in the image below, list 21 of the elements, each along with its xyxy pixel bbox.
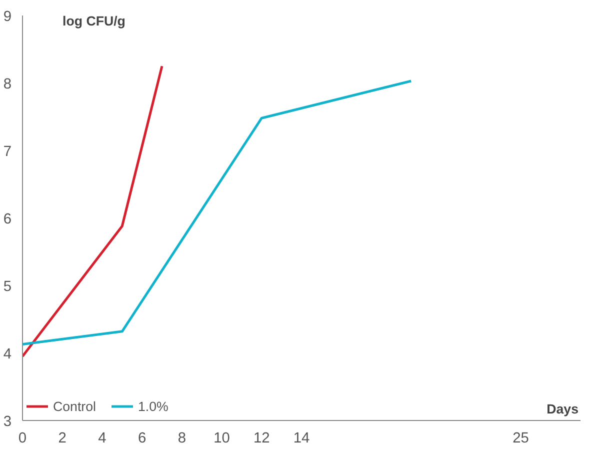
x-tick-label: 12 (253, 430, 270, 446)
y-tick-label: 8 (3, 76, 12, 92)
x-tick-label: 10 (214, 430, 230, 446)
y-tick-label: 6 (3, 212, 12, 228)
x-tick-label: 25 (512, 430, 529, 446)
x-tick-label: 6 (138, 430, 146, 446)
y-axis-title: log CFU/g (62, 14, 126, 28)
y-tick-label: 3 (3, 414, 12, 430)
y-tick-label: 7 (3, 144, 12, 160)
y-tick-label: 9 (3, 9, 12, 25)
x-tick-label: 4 (98, 430, 106, 446)
legend-label: 1.0% (138, 398, 168, 414)
x-tick-label: 0 (18, 430, 27, 446)
x-tick-label: 14 (293, 430, 310, 446)
y-tick-label: 4 (3, 346, 12, 362)
legend-label: Control (53, 398, 96, 414)
x-tick-label: 2 (58, 430, 66, 446)
line-series (22, 80, 412, 346)
x-axis-title: Days (546, 402, 579, 416)
y-tick-label: 5 (3, 279, 12, 295)
x-tick-label: 8 (178, 430, 186, 446)
